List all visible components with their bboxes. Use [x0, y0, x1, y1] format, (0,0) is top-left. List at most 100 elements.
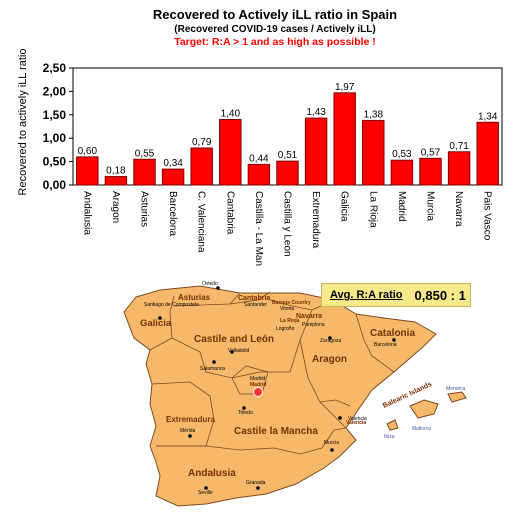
bar-value-label: 0,34 [163, 158, 183, 169]
madrid-capital-icon [253, 387, 263, 397]
y-ticks: 0,00 0,50 1,00 1,50 2,00 2,50 [43, 61, 73, 192]
city-label: Santander [244, 302, 267, 308]
bar-value-label: 0,53 [392, 149, 412, 160]
map-mainland [123, 285, 437, 507]
region-label-basque: Basque Country [272, 300, 311, 306]
bar-value-label: 1,34 [478, 111, 498, 122]
city-label: Seville [198, 490, 213, 496]
target-note: Target: R:A > 1 and as high as possible … [174, 36, 376, 48]
city-label: Pamplona [302, 322, 325, 328]
map-border-valencia [319, 399, 351, 407]
bar [219, 118, 242, 186]
avg-ratio-value: 0,850 : 1 [414, 287, 466, 303]
bar-value-label: 0,57 [421, 147, 441, 158]
x-tick-label: Extremadura [310, 191, 321, 249]
x-tick-label: Asturias [139, 191, 150, 227]
bar-value-label: 0,55 [135, 148, 155, 159]
y-tick-label: 1,50 [43, 108, 67, 122]
city-label: Mérida [180, 428, 196, 434]
map-border-cantabria [229, 291, 271, 305]
region-label-aragon: Aragon [312, 354, 347, 365]
city-label: Valencia [348, 416, 367, 422]
x-tick-label: Madrid [396, 191, 407, 222]
city-label: Murcia [324, 440, 339, 446]
bar [447, 151, 471, 186]
map-border-murcia [321, 427, 347, 449]
bar [276, 160, 299, 186]
x-tick-label: Andalusia [81, 191, 92, 235]
bar-value-label: 0,44 [249, 153, 269, 164]
bar-value-label: 0,71 [449, 141, 469, 152]
city-label: Logroño [276, 326, 295, 332]
city-label: Ibiza [384, 434, 395, 440]
city-marker [204, 486, 208, 490]
title-block: Recovered to Actively iLL ratio in Spain… [70, 7, 480, 49]
city-marker [392, 338, 396, 342]
bar [133, 158, 156, 186]
bar [419, 157, 442, 186]
city-label: Granada [246, 480, 266, 486]
city-label: Barcelona [374, 342, 397, 348]
map-border-aragon [299, 309, 347, 429]
bar-value-label: 0,60 [78, 146, 98, 157]
bar [333, 92, 356, 186]
spain-map: Galicia Asturias Cantabria Basque Countr… [123, 281, 467, 507]
value-labels: 0,60 0,18 0,55 0,34 0,79 1,40 0,44 0,51 1,43 1,97… [78, 82, 498, 177]
bar [190, 147, 213, 186]
x-tick-label: Murcia [425, 191, 436, 221]
y-tick-label: 2,00 [43, 84, 67, 98]
bar [304, 117, 328, 186]
x-tick-label: Aragon [110, 191, 121, 223]
map-mallorca [409, 399, 439, 419]
region-label-catalonia: Catalonia [370, 328, 415, 339]
city-label: Vitoria [280, 306, 294, 312]
city-marker [158, 316, 162, 320]
region-label-extremadura: Extremadura [166, 415, 215, 424]
chart-title: Recovered to Actively iLL ratio in Spain [152, 7, 398, 22]
city-label: Toledo [238, 410, 253, 416]
bar [362, 119, 385, 186]
map-border-catalonia [355, 313, 395, 373]
city-label: Zaragoza [320, 338, 341, 344]
city-label: Salamanca [200, 366, 225, 372]
avg-ratio-label: Avg. R:A ratio [330, 289, 403, 301]
x-tick-label: Galicia [339, 191, 350, 222]
map-menorca [447, 391, 467, 403]
bars [76, 92, 499, 186]
bar-value-label: 1,40 [221, 108, 241, 119]
map-border-madrid [231, 365, 269, 395]
x-tick-label: C. Valenciana [196, 191, 207, 253]
y-tick-label: 2,50 [43, 61, 67, 75]
region-label-cantabria: Cantabria [238, 295, 270, 302]
bar [161, 168, 185, 186]
city-label: Valladolid [228, 348, 250, 354]
city-label: Menorca [446, 386, 466, 392]
bar [247, 163, 271, 186]
bar-value-label: 1,97 [335, 82, 355, 93]
y-tick-label: 1,00 [43, 131, 67, 145]
x-tick-label: La Rioja [367, 191, 378, 228]
x-tick-label: Barcelona [167, 191, 178, 236]
x-tick-label: Castilla y Leon [282, 191, 293, 257]
city-marker [188, 434, 192, 438]
city-label: Mallorca [412, 426, 431, 432]
bar [390, 159, 414, 186]
city-marker [242, 406, 246, 410]
chart-subtitle: (Recovered COVID-19 cases / Actively iLL… [174, 24, 376, 35]
map-ibiza [386, 419, 399, 431]
x-tick-labels: Andalusia Aragon Asturias Barcelona C. Valen… [81, 191, 492, 266]
bar-chart: Recovered to actively iLL ratio 0,00 0,50… [17, 49, 503, 266]
map-border-andalusia [156, 445, 323, 455]
region-label-andalusia: Andalusia [188, 468, 236, 479]
city-label: Oviedo [202, 281, 218, 287]
region-label-castile-la-mancha: Castile la Mancha [234, 426, 318, 437]
city-marker [338, 416, 342, 420]
bar [104, 176, 128, 186]
region-label-castile-leon: Castile and León [194, 334, 274, 345]
city-marker [216, 286, 220, 290]
region-label-la-rioja: La Rioja [280, 318, 300, 324]
city-marker [256, 486, 260, 490]
region-label-asturias: Asturias [178, 293, 211, 302]
city-marker [230, 350, 234, 354]
region-label-galicia: Galicia [140, 318, 172, 329]
